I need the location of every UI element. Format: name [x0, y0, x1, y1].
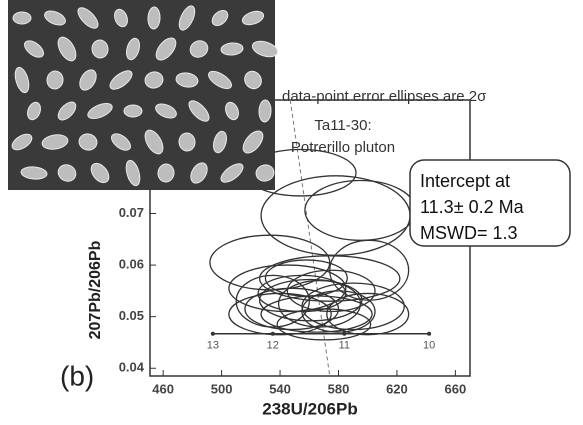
age-label: 11: [339, 340, 350, 352]
x-tick-label: 500: [211, 381, 233, 396]
photo-background: [8, 0, 275, 190]
concordia-point: [211, 332, 215, 336]
pluton-label: Potrerillo pluton: [291, 139, 395, 156]
y-tick-label: 0.04: [119, 360, 145, 375]
y-tick-label: 0.07: [119, 205, 144, 220]
subtitle: data-point error ellipses are 2σ: [282, 88, 487, 105]
zircon-grain: [13, 12, 31, 24]
zircon-grain: [124, 105, 142, 117]
result-line: 11.3± 0.2 Ma: [420, 197, 525, 217]
age-label: 13: [207, 340, 219, 352]
x-tick-label: 620: [386, 381, 408, 396]
zircon-grain: [259, 100, 272, 122]
zircon-photo: [8, 0, 280, 190]
sample-label: Ta11-30:: [314, 117, 371, 134]
x-tick-label: 580: [328, 381, 350, 396]
panel-label: (b): [60, 360, 94, 391]
y-tick-label: 0.05: [119, 308, 144, 323]
x-tick-label: 660: [445, 381, 467, 396]
result-line: MSWD= 1.3: [420, 223, 518, 243]
age-label: 12: [267, 340, 279, 352]
chart: 460 500 540 580 620 660 0.04 0.05 0.06 0.07 13 12 11…: [0, 0, 583, 425]
result-line: Intercept at: [420, 171, 510, 191]
y-axis-label: 207Pb/206Pb: [87, 240, 104, 339]
age-label: 10: [423, 340, 435, 352]
concordia-point: [427, 332, 431, 336]
x-tick-label: 460: [152, 381, 174, 396]
zircon-grain: [148, 7, 161, 29]
x-axis-label: 238U/206Pb: [262, 399, 357, 418]
x-tick-label: 540: [269, 381, 291, 396]
y-tick-label: 0.06: [119, 257, 144, 272]
